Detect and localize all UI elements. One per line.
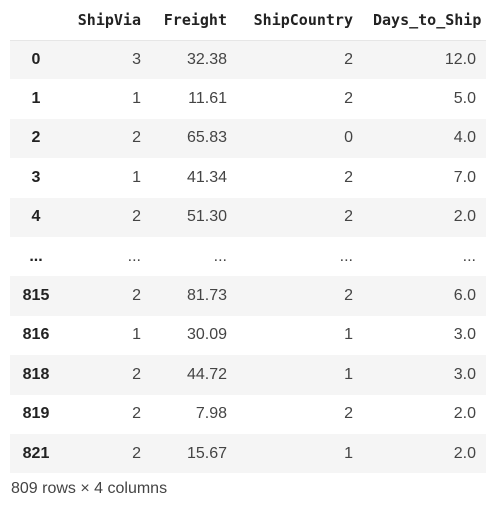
cell-days-to-ship: 7.0	[453, 168, 476, 186]
cell-shipvia: 1	[132, 168, 141, 186]
cell-shipvia: 1	[132, 326, 141, 344]
cell-days-to-ship: 3.0	[453, 365, 476, 383]
cell-shipcountry: 1	[344, 365, 353, 383]
ellipsis-row: ... ... ... ... ...	[10, 236, 486, 277]
row-index: 4	[31, 208, 41, 226]
cell-days-to-ship: ...	[462, 247, 476, 265]
cell-shipcountry: 0	[344, 129, 353, 147]
table-row: 821 2 15.67 1 2.0	[10, 433, 486, 474]
table-row: 1 1 11.61 2 5.0	[10, 79, 486, 119]
table-row: 3 1 41.34 2 7.0	[10, 158, 486, 198]
table-row: 815 2 81.73 2 6.0	[10, 276, 486, 316]
cell-shipvia: 2	[132, 129, 141, 147]
table-row: 2 2 65.83 0 4.0	[10, 118, 486, 159]
row-index: 3	[31, 168, 41, 186]
header-row: ShipVia Freight ShipCountry Days_to_Ship	[10, 0, 486, 41]
dataframe-table: ShipVia Freight ShipCountry Days_to_Ship…	[10, 0, 486, 474]
cell-freight: 81.73	[186, 287, 227, 305]
cell-days-to-ship: 12.0	[444, 50, 476, 68]
index-header	[10, 0, 62, 41]
cell-days-to-ship: 6.0	[453, 287, 476, 305]
column-header-shipvia: ShipVia	[62, 0, 151, 41]
cell-freight: 51.30	[186, 208, 227, 226]
cell-shipcountry: ...	[339, 247, 353, 265]
row-index: ...	[29, 247, 43, 265]
cell-shipcountry: 2	[344, 405, 353, 423]
row-index: 1	[31, 90, 41, 108]
cell-shipcountry: 2	[344, 168, 353, 186]
cell-shipcountry: 2	[344, 208, 353, 226]
cell-shipvia: 2	[132, 405, 141, 423]
cell-shipcountry: 2	[344, 50, 353, 68]
cell-days-to-ship: 5.0	[453, 90, 476, 108]
row-index: 821	[22, 444, 50, 462]
cell-days-to-ship: 2.0	[453, 444, 476, 462]
cell-days-to-ship: 3.0	[453, 326, 476, 344]
cell-shipvia: 2	[132, 365, 141, 383]
cell-freight: 41.34	[186, 168, 227, 186]
row-index: 0	[31, 50, 41, 68]
cell-shipvia: 3	[132, 50, 141, 68]
cell-freight: 32.38	[186, 50, 227, 68]
cell-freight: 11.61	[188, 90, 227, 108]
table-row: 818 2 44.72 1 3.0	[10, 355, 486, 395]
row-index: 2	[31, 129, 41, 147]
cell-freight: 65.83	[186, 129, 227, 147]
cell-freight: 44.72	[186, 365, 227, 383]
cell-freight: 7.98	[195, 405, 227, 423]
cell-shipcountry: 2	[344, 90, 353, 108]
cell-shipvia: 2	[132, 287, 141, 305]
cell-days-to-ship: 4.0	[453, 129, 476, 147]
cell-days-to-ship: 2.0	[453, 208, 476, 226]
row-index: 818	[22, 365, 50, 383]
column-header-days-to-ship: Days_to_Ship	[363, 0, 486, 41]
row-index: 819	[22, 405, 50, 423]
row-index: 816	[22, 326, 50, 344]
column-header-freight: Freight	[151, 0, 237, 41]
cell-shipcountry: 2	[344, 287, 353, 305]
column-header-shipcountry: ShipCountry	[237, 0, 363, 41]
table-row: 4 2 51.30 2 2.0	[10, 197, 486, 237]
cell-freight: 15.67	[186, 444, 227, 462]
cell-shipcountry: 1	[344, 326, 353, 344]
cell-shipvia: 1	[132, 90, 141, 108]
cell-freight: ...	[213, 247, 227, 265]
cell-shipvia: 2	[132, 208, 141, 226]
cell-shipvia: 2	[132, 444, 141, 462]
table-row: 0 3 32.38 2 12.0	[10, 40, 486, 80]
cell-days-to-ship: 2.0	[453, 405, 476, 423]
table-row: 819 2 7.98 2 2.0	[10, 394, 486, 434]
row-index: 815	[22, 287, 50, 305]
cell-shipvia: ...	[127, 247, 141, 265]
cell-freight: 30.09	[186, 326, 227, 344]
dataframe-shape-text: 809 rows × 4 columns	[11, 480, 168, 497]
cell-shipcountry: 1	[344, 444, 353, 462]
table-row: 816 1 30.09 1 3.0	[10, 315, 486, 356]
